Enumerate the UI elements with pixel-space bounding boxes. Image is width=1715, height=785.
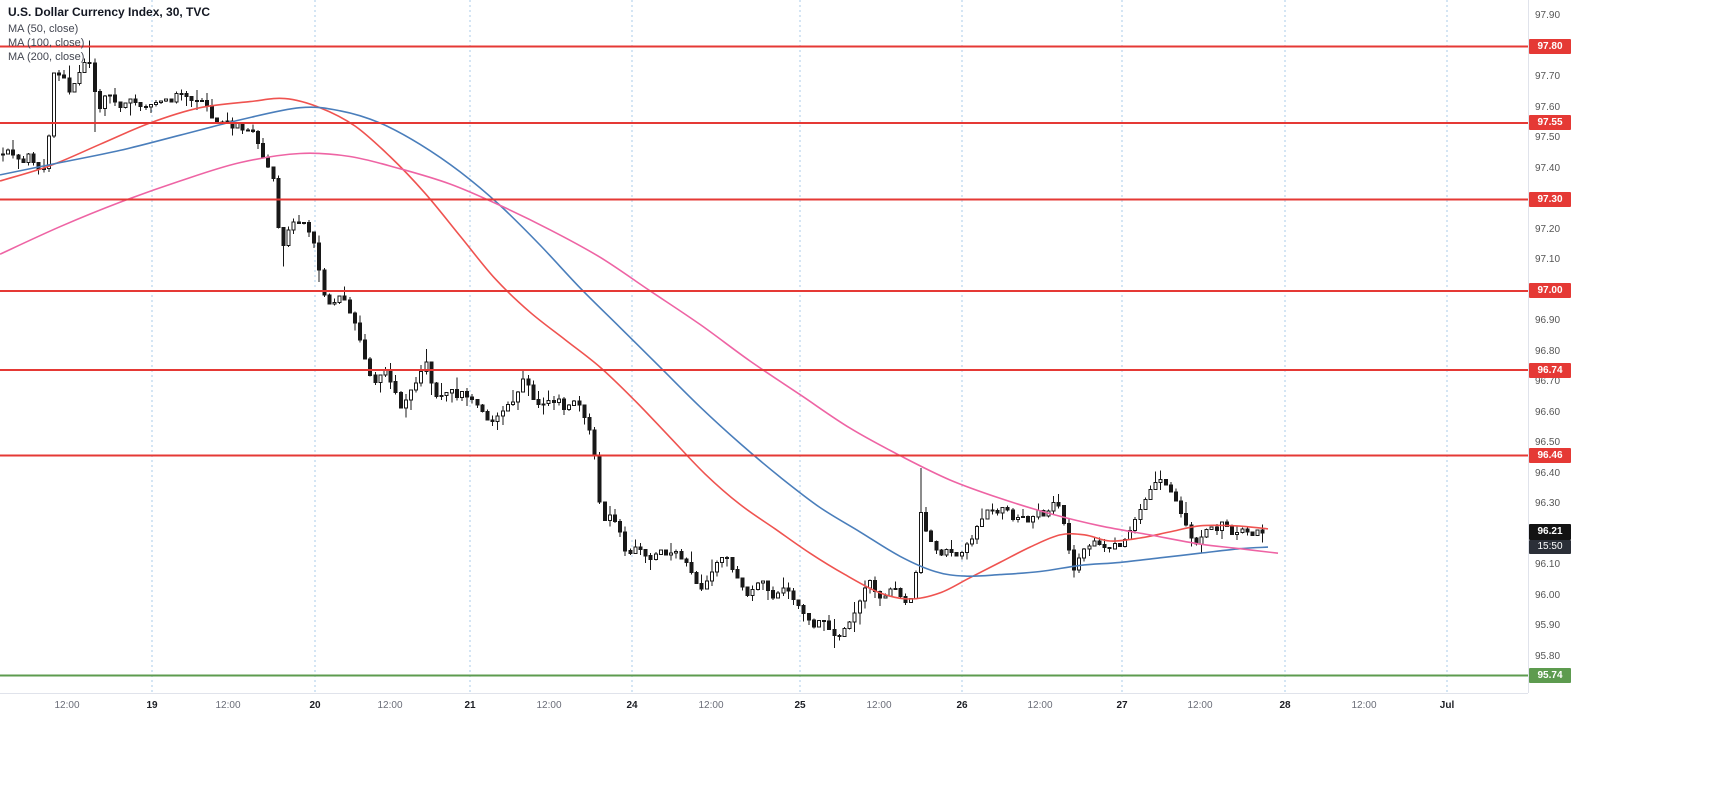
y-axis-tick: 96.30 [1535,498,1561,510]
countdown-badge: 15:50 [1529,539,1571,554]
y-axis-tick: 97.60 [1535,101,1561,113]
x-axis-label: 27 [1116,700,1128,711]
y-axis-tick: 96.00 [1535,589,1561,601]
y-axis-tick: 96.50 [1535,437,1561,449]
x-axis-label: 26 [956,700,968,711]
resistance-level-badge: 97.00 [1529,283,1571,299]
x-axis-label: Jul [1439,700,1455,711]
x-axis-label: 21 [464,700,476,711]
y-axis-tick: 95.80 [1535,650,1561,662]
resistance-level-badge: 97.80 [1529,39,1571,55]
plot-svg[interactable] [0,0,1528,693]
price-axis[interactable]: 96.21 15:50 97.9097.8097.7097.6097.5097.… [1528,0,1593,693]
x-axis-label: 20 [309,700,321,711]
x-axis-label: 12:00 [866,700,892,711]
resistance-level-badge: 96.74 [1529,362,1571,378]
chart-legend: U.S. Dollar Currency Index, 30, TVC MA (… [8,5,210,64]
resistance-level-badge: 96.46 [1529,448,1571,464]
indicator-label-ma100[interactable]: MA (100, close) [8,37,85,49]
last-price-badge: 96.21 [1529,523,1571,540]
y-axis-tick: 97.50 [1535,132,1561,144]
y-axis-tick: 97.90 [1535,10,1561,22]
x-axis-label: 12:00 [698,700,724,711]
x-axis-label: 12:00 [215,700,241,711]
y-axis-tick: 95.90 [1535,620,1561,632]
y-axis-tick: 97.10 [1535,254,1561,266]
x-axis-label: 12:00 [1351,700,1377,711]
x-axis-label: 12:00 [54,700,80,711]
support-level-badge: 95.74 [1529,667,1571,683]
y-axis-tick: 96.40 [1535,467,1561,479]
x-axis-label: 24 [626,700,638,711]
indicator-label-ma50[interactable]: MA (50, close) [8,23,79,35]
y-axis-tick: 97.70 [1535,71,1561,83]
x-axis-label: 28 [1279,700,1291,711]
x-axis-label: 12:00 [377,700,403,711]
x-axis-label: 12:00 [1027,700,1053,711]
resistance-level-badge: 97.30 [1529,191,1571,207]
x-axis-label: 19 [146,700,158,711]
x-axis-label: 12:00 [536,700,562,711]
x-axis-label: 12:00 [1187,700,1213,711]
y-axis-tick: 96.90 [1535,315,1561,327]
plot-area[interactable]: U.S. Dollar Currency Index, 30, TVC MA (… [0,0,1528,693]
y-axis-tick: 97.40 [1535,162,1561,174]
y-axis-tick: 96.60 [1535,406,1561,418]
y-axis-tick: 96.10 [1535,559,1561,571]
y-axis-tick: 96.70 [1535,376,1561,388]
resistance-level-badge: 97.55 [1529,115,1571,131]
indicator-label-ma200[interactable]: MA (200, close) [8,51,85,63]
y-axis-tick: 96.80 [1535,345,1561,357]
y-axis-tick: 97.20 [1535,223,1561,235]
x-axis-label: 25 [794,700,806,711]
time-axis[interactable]: 12:00 19 12:00 20 12:00 21 12:00 24 12:00 25 12:00… [0,693,1528,720]
chart-title[interactable]: U.S. Dollar Currency Index, 30, TVC [8,5,211,19]
